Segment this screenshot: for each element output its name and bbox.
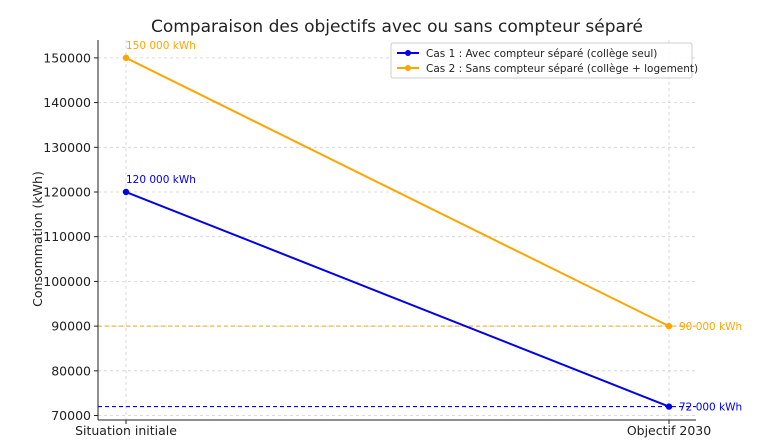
y-tick-label: 120000 [43, 185, 91, 200]
data-label: 90 000 kWh [679, 321, 742, 333]
series [122, 54, 673, 410]
y-tick-label: 90000 [51, 319, 91, 334]
axes [94, 40, 696, 424]
series-line-2 [125, 56, 670, 328]
y-tick-label: 110000 [43, 229, 91, 244]
y-tick-label: 140000 [43, 95, 91, 110]
y-tick-label: 100000 [43, 274, 91, 289]
legend-swatch-marker [405, 50, 411, 56]
data-label: 120 000 kWh [126, 174, 196, 186]
y-tick-label: 150000 [43, 50, 91, 65]
reference-lines [98, 325, 696, 408]
chart-title: Comparaison des objectifs avec ou sans c… [151, 17, 643, 37]
series-line-1 [125, 191, 670, 408]
y-axis-label: Consommation (kWh) [30, 171, 45, 307]
y-tick-label: 130000 [43, 140, 91, 155]
x-tick-label: Situation initiale [75, 423, 177, 438]
annotations: 150 000 kWh 120 000 kWh 90 000 kWh 72 000 k… [126, 40, 742, 414]
legend-swatch-marker [405, 65, 411, 71]
legend-box [390, 42, 693, 79]
data-point [122, 188, 130, 196]
data-label: 150 000 kWh [126, 40, 196, 52]
legend: Cas 1 : Avec compteur séparé (collège se… [390, 42, 698, 79]
legend-label: Cas 1 : Avec compteur séparé (collège se… [426, 48, 657, 60]
gridlines [98, 40, 696, 420]
tick-labels: 70000 80000 90000 100000 110000 120000 130000 1… [43, 50, 711, 438]
data-point [122, 54, 130, 62]
data-point [665, 403, 673, 410]
x-tick-label: Objectif 2030 [627, 423, 711, 438]
data-point [665, 322, 673, 330]
y-tick-label: 70000 [51, 408, 91, 423]
y-tick-label: 80000 [51, 363, 91, 378]
legend-label: Cas 2 : Sans compteur séparé (collège + … [426, 63, 698, 75]
data-label: 72 000 kWh [679, 402, 742, 414]
